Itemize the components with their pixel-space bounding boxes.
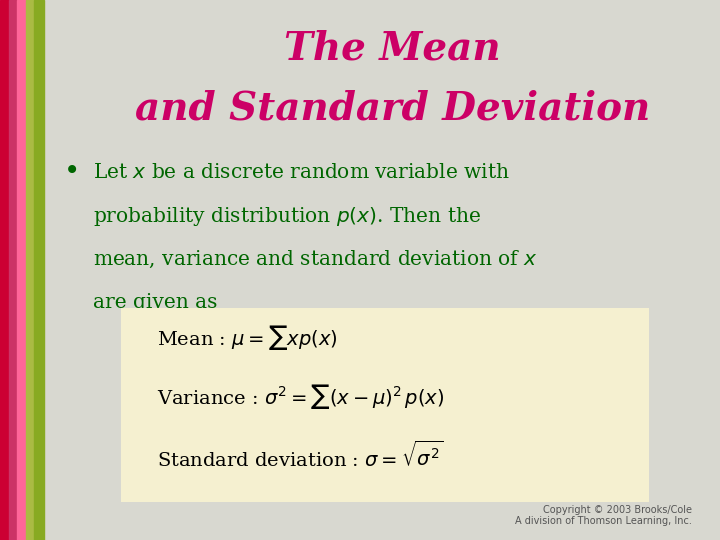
Text: Variance : $\sigma^2 = \sum(x-\mu)^2\, p(x)$: Variance : $\sigma^2 = \sum(x-\mu)^2\, p… <box>157 382 444 411</box>
Text: Standard deviation : $\sigma = \sqrt{\sigma^2}$: Standard deviation : $\sigma = \sqrt{\si… <box>157 441 444 471</box>
FancyBboxPatch shape <box>121 308 649 502</box>
Text: are given as: are given as <box>93 293 217 312</box>
Text: probability distribution $p(x)$. Then the: probability distribution $p(x)$. Then th… <box>93 205 481 227</box>
Bar <box>17 0 27 540</box>
Bar <box>35 0 44 540</box>
Text: and Standard Deviation: and Standard Deviation <box>135 89 650 127</box>
Text: The Mean: The Mean <box>284 30 500 68</box>
Bar <box>26 0 36 540</box>
Bar <box>0 0 10 540</box>
Bar <box>9 0 19 540</box>
Text: Copyright © 2003 Brooks/Cole
A division of Thomson Learning, Inc.: Copyright © 2003 Brooks/Cole A division … <box>516 505 692 526</box>
Text: •: • <box>64 159 81 186</box>
Text: Let $x$ be a discrete random variable with: Let $x$ be a discrete random variable wi… <box>93 163 510 183</box>
Text: Mean : $\mu = \sum xp(x)$: Mean : $\mu = \sum xp(x)$ <box>157 323 338 352</box>
Text: mean, variance and standard deviation of $x$: mean, variance and standard deviation of… <box>93 248 538 270</box>
